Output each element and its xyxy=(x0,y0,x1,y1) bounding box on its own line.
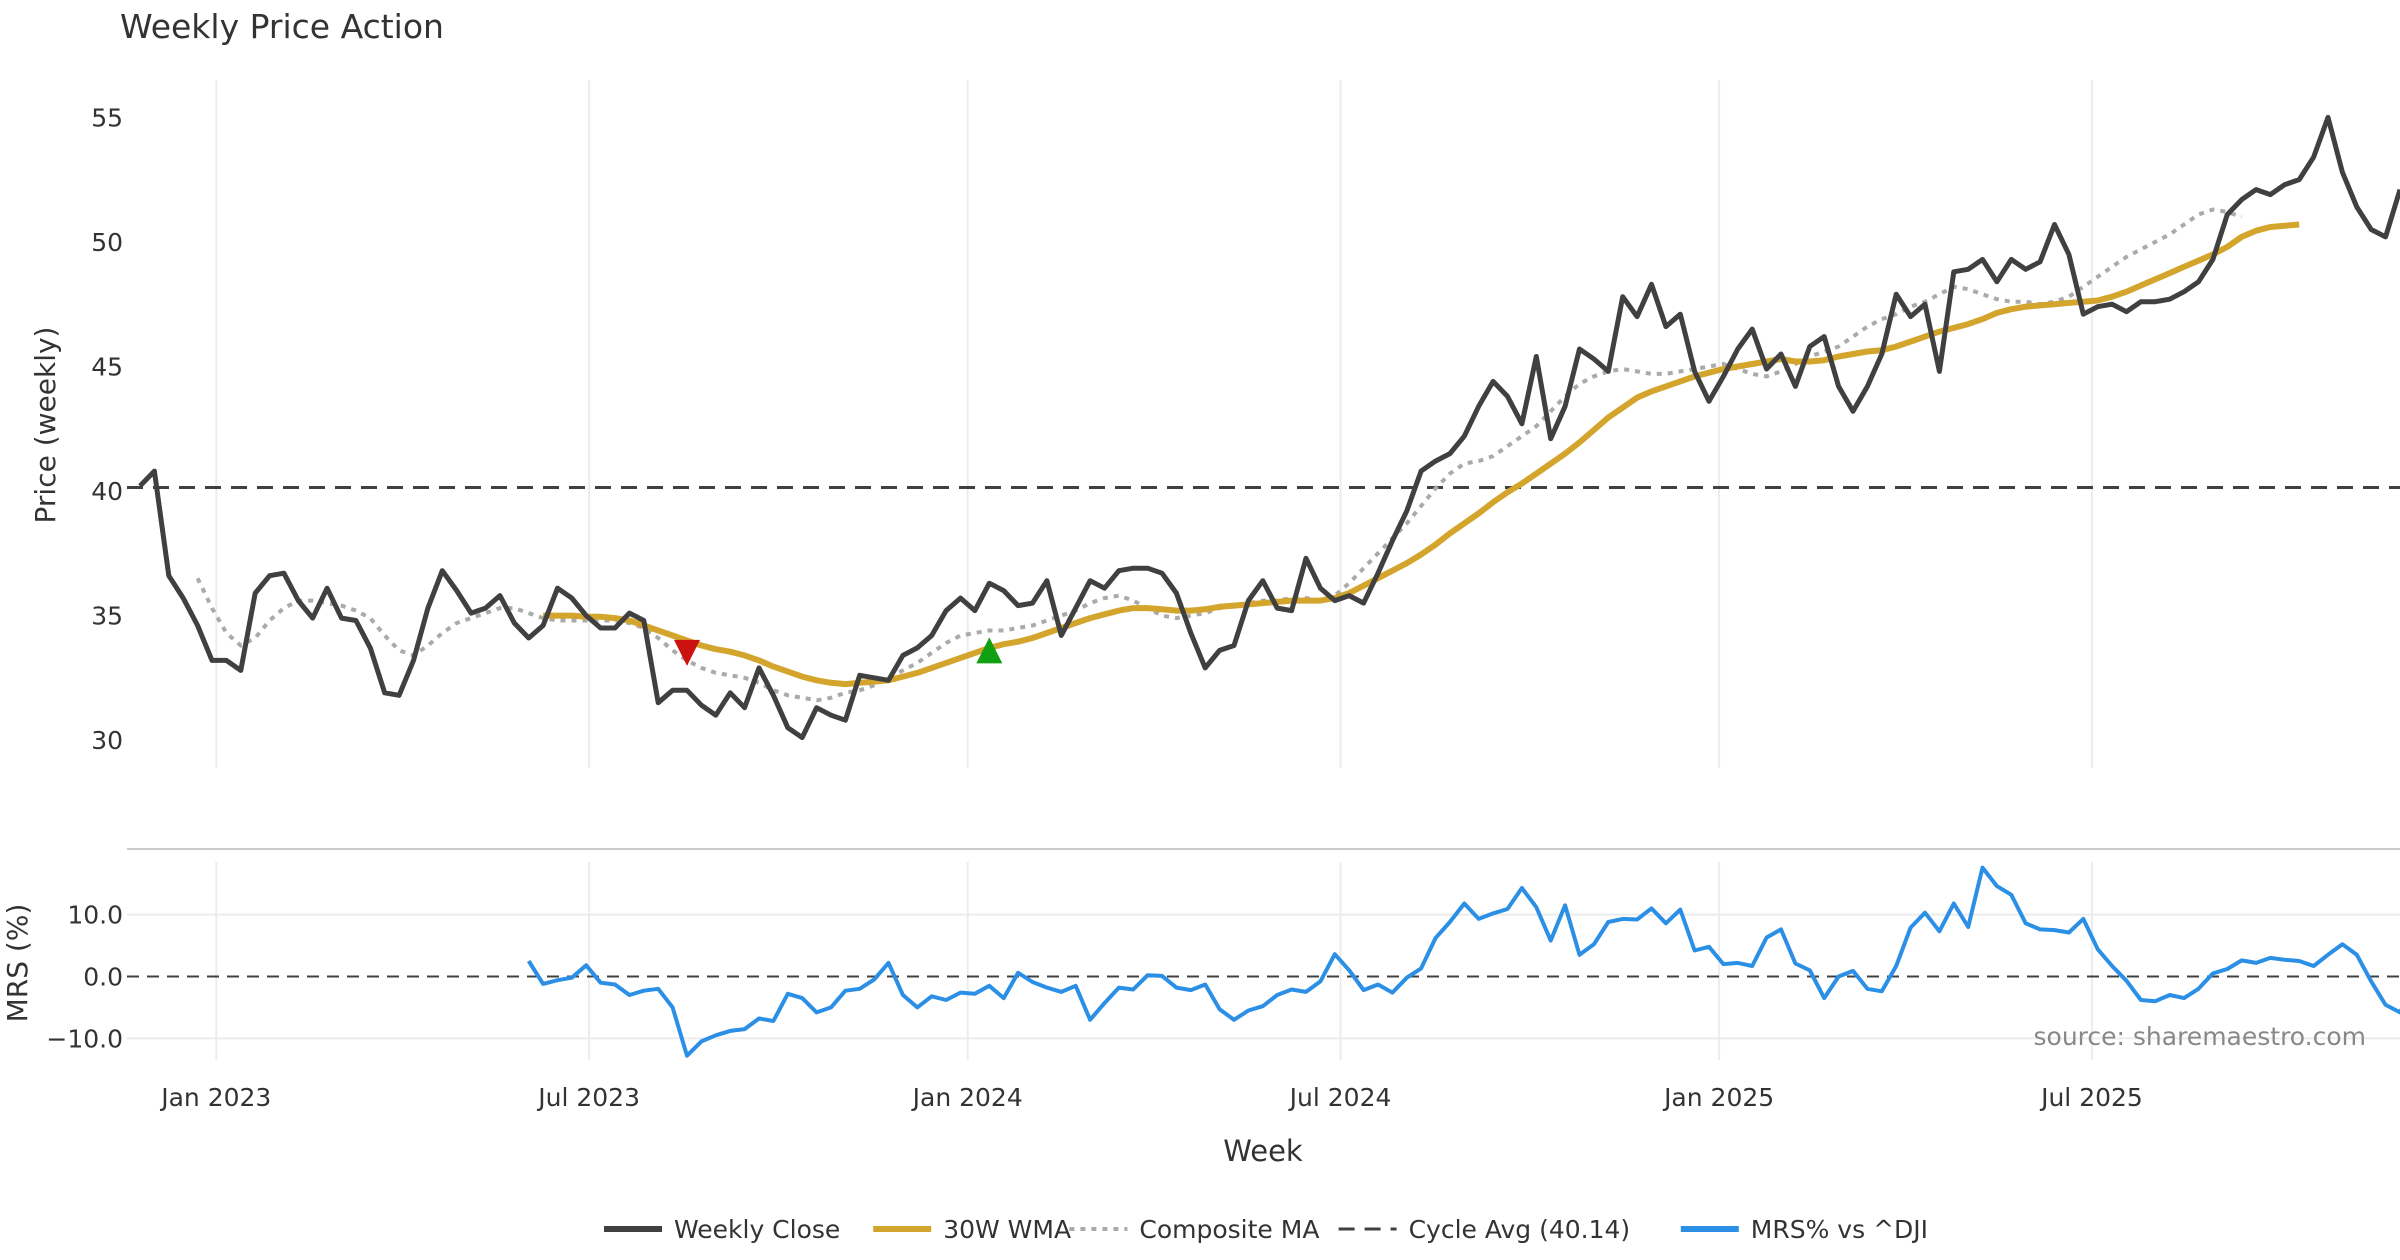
mrs-y-tick-label: 10.0 xyxy=(67,901,123,930)
legend-label: Cycle Avg (40.14) xyxy=(1409,1215,1631,1244)
sell-signal-marker xyxy=(674,639,701,666)
x-axis-label: Week xyxy=(1223,1134,1303,1168)
x-tick-label: Jul 2024 xyxy=(1288,1083,1392,1112)
mrs-y-axis-label: MRS (%) xyxy=(1,904,34,1023)
x-tick-label: Jan 2023 xyxy=(159,1083,271,1112)
source-note: source: sharemaestro.com xyxy=(2034,1022,2367,1051)
legend-item: Cycle Avg (40.14) xyxy=(1338,1215,1631,1244)
mrs-y-tick-label: 0.0 xyxy=(83,962,123,991)
mrs-line xyxy=(527,865,2400,1058)
wma-30w-line xyxy=(543,221,2300,688)
price-y-axis-label: Price (weekly) xyxy=(29,327,62,524)
x-tick-label: Jan 2025 xyxy=(1662,1083,1774,1112)
chart-title: Weekly Price Action xyxy=(120,7,444,46)
legend-label: Weekly Close xyxy=(674,1215,840,1244)
price-y-tick-label: 55 xyxy=(91,103,123,132)
legend-item: Composite MA xyxy=(1069,1215,1319,1244)
legend-item: MRS% vs ^DJI xyxy=(1680,1215,1928,1244)
price-y-tick-labels: 30 35 40 45 50 55 xyxy=(91,103,123,755)
price-y-tick-label: 30 xyxy=(91,726,123,755)
legend-label: Composite MA xyxy=(1139,1215,1319,1244)
legend: Weekly Close 30W WMA Composite MA Cycle Avg… xyxy=(604,1215,1928,1244)
x-tick-label: Jan 2024 xyxy=(911,1083,1023,1112)
signal-markers xyxy=(674,637,1003,666)
legend-label: 30W WMA xyxy=(943,1215,1071,1244)
buy-signal-marker xyxy=(976,637,1003,664)
price-y-tick-label: 40 xyxy=(91,477,123,506)
price-y-tick-label: 50 xyxy=(91,228,123,257)
x-grid-lines xyxy=(215,80,2093,1060)
x-tick-labels: Jan 2023 Jul 2023 Jan 2024 Jul 2024 Jan 2025… xyxy=(159,1083,2143,1112)
mrs-y-tick-label: −10.0 xyxy=(46,1024,123,1053)
legend-item: Weekly Close xyxy=(604,1215,840,1244)
composite-ma-line xyxy=(195,207,2243,703)
price-y-tick-label: 35 xyxy=(91,602,123,631)
x-tick-label: Jul 2025 xyxy=(2039,1083,2143,1112)
price-y-tick-label: 45 xyxy=(91,352,123,381)
legend-label: MRS% vs ^DJI xyxy=(1751,1215,1928,1244)
weekly-close-line xyxy=(138,114,2400,741)
mrs-y-tick-labels: 10.0 0.0 −10.0 xyxy=(46,901,123,1054)
x-tick-label: Jul 2023 xyxy=(536,1083,640,1112)
legend-item: 30W WMA xyxy=(873,1215,1071,1244)
